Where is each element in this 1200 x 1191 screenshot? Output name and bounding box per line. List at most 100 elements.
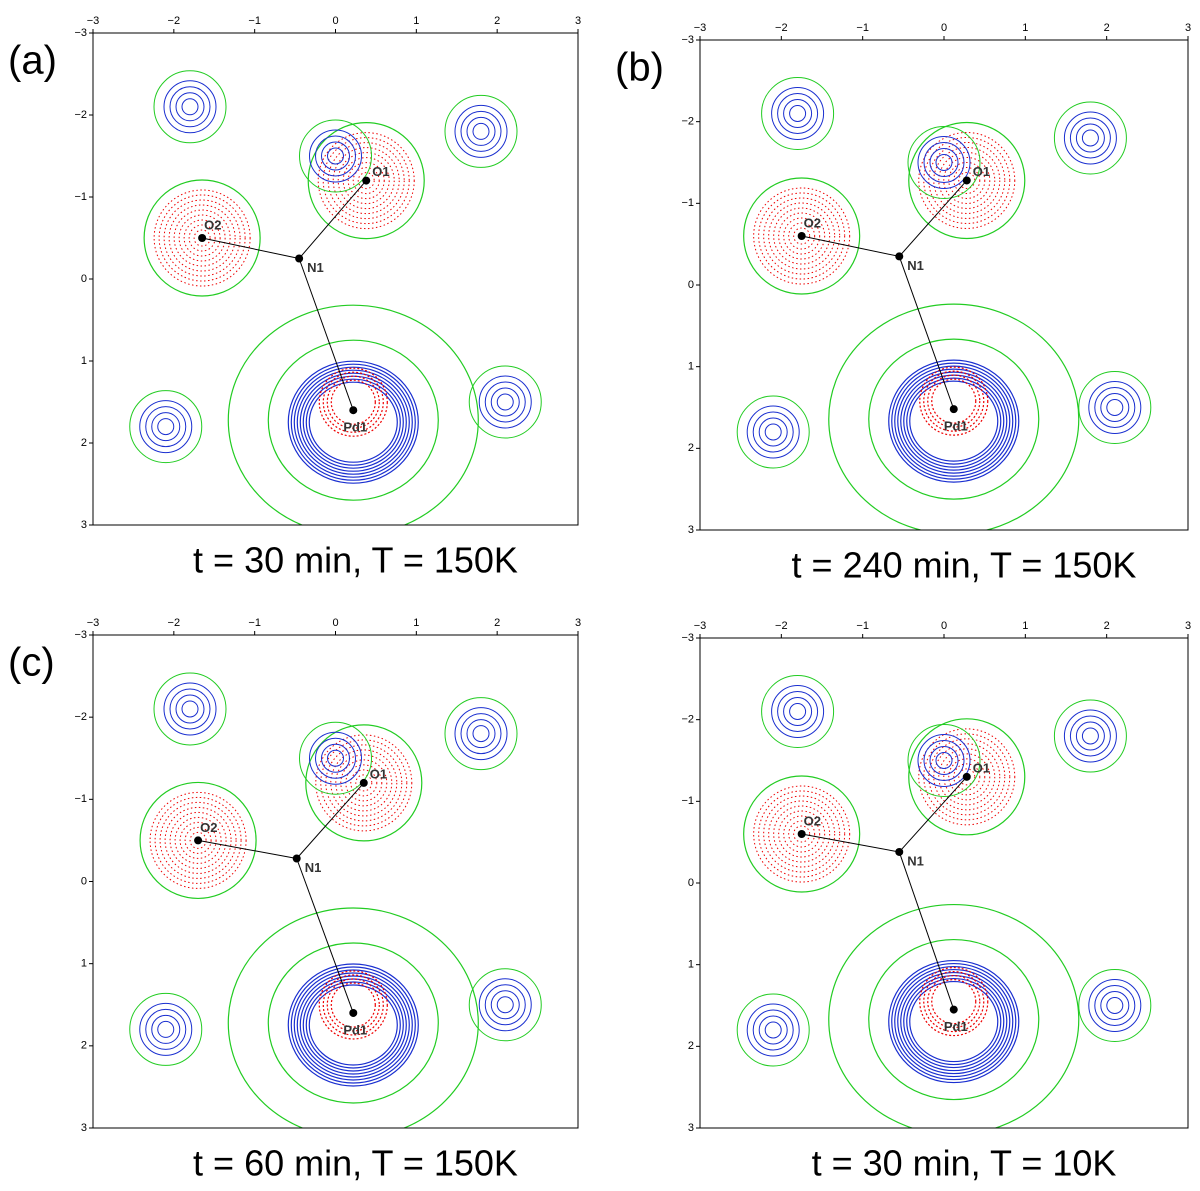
atom-label: O2 (804, 215, 821, 230)
x-tick-label: 3 (1185, 620, 1191, 632)
contour-negative (758, 192, 846, 280)
contour-negative (164, 806, 232, 874)
contour-negative (318, 970, 388, 1040)
contour-negative (938, 151, 996, 209)
contour-negative (783, 815, 821, 853)
contour-positive (466, 719, 496, 749)
contour-positive (929, 148, 959, 177)
atom-label: Pd1 (343, 1022, 367, 1037)
y-tick-label: 3 (81, 519, 87, 531)
atom-label: N1 (907, 853, 924, 868)
atom (349, 1008, 358, 1017)
contour-zero (468, 968, 542, 1042)
y-tick-label: 0 (81, 875, 87, 887)
bond (898, 256, 955, 410)
contour-positive (746, 405, 800, 459)
atom (198, 234, 207, 242)
contour-negative (788, 222, 816, 250)
contour-positive (151, 412, 181, 442)
contour-negative (773, 207, 831, 265)
atom-label: N1 (907, 258, 924, 273)
contour-positive (315, 737, 356, 779)
contour-positive (758, 1015, 788, 1045)
contour-positive (293, 366, 413, 478)
contour-positive (496, 393, 514, 411)
contour-positive (484, 984, 526, 1026)
contour-negative (357, 172, 375, 190)
contour-positive (752, 411, 794, 453)
bond (202, 237, 300, 259)
contour-negative (320, 739, 408, 827)
atom (292, 854, 301, 863)
contour-positive (789, 105, 807, 122)
y-tick-label: 1 (81, 958, 87, 970)
contour-positive (290, 966, 416, 1084)
contour-negative (326, 375, 380, 429)
contour-zero (828, 303, 1080, 530)
contour-negative (188, 224, 216, 252)
contour-positive (888, 959, 1020, 1084)
plot-area (736, 675, 1152, 1128)
contour-positive (454, 707, 508, 761)
contour-positive (175, 92, 205, 122)
contour-positive (299, 372, 407, 472)
contour-positive (293, 969, 413, 1081)
x-tick-label: 1 (413, 15, 419, 27)
contour-zero (299, 119, 372, 193)
contour-positive (897, 368, 1011, 474)
contour-zero (736, 395, 810, 469)
contour-positive (764, 1021, 782, 1039)
bond (298, 180, 367, 259)
contour-positive (1106, 997, 1124, 1014)
x-tick-label: 3 (575, 617, 581, 629)
contour-negative (159, 801, 237, 879)
bond (298, 258, 354, 411)
contour-negative (347, 162, 385, 200)
x-tick-label: 3 (575, 15, 581, 27)
panel: −3 −2 −1 0 1 2 3 −3 −2 −1 0 1 2 3 O1 O2 N1 Pd1 (b) t = 240 … (615, 22, 1191, 586)
contour-negative (173, 209, 231, 267)
contour-negative (927, 974, 981, 1029)
contour-negative (327, 142, 405, 220)
x-tick-label: −2 (775, 620, 788, 632)
contour-negative (149, 791, 247, 889)
y-tick-label: −3 (681, 632, 694, 644)
x-tick-label: 0 (332, 15, 338, 27)
plot-area (129, 70, 542, 525)
contour-positive (746, 1003, 800, 1057)
contour-positive (308, 381, 398, 463)
x-tick-label: −3 (87, 617, 100, 629)
x-tick-label: −1 (248, 617, 261, 629)
contour-zero (761, 675, 835, 748)
contour-positive (783, 99, 813, 128)
contour-zero (444, 697, 518, 771)
contour-positive (789, 703, 807, 720)
contour-negative (753, 785, 851, 883)
contour-negative (350, 769, 378, 797)
contour-negative (788, 820, 816, 848)
atom (895, 252, 904, 261)
contour-positive (169, 688, 211, 730)
contour-positive (777, 691, 819, 732)
contour-positive (163, 682, 217, 736)
contour-positive (145, 406, 187, 448)
contour-zero (129, 390, 203, 464)
x-tick-label: 2 (494, 15, 500, 27)
contour-positive (287, 963, 419, 1087)
contour-positive (460, 713, 502, 755)
contour-positive (296, 369, 410, 475)
contour-zero (828, 904, 1080, 1128)
contour-positive (305, 378, 401, 466)
panel-label: (b) (615, 46, 664, 90)
x-tick-label: −2 (775, 22, 788, 34)
x-tick-label: −1 (248, 15, 261, 27)
contour-negative (763, 197, 841, 275)
plot-area (736, 77, 1152, 530)
atom (895, 847, 904, 856)
atom-label: Pd1 (343, 420, 367, 435)
contour-negative (154, 796, 242, 884)
contour-positive (929, 746, 959, 775)
contour-zero (908, 718, 1026, 836)
contour-positive (909, 980, 999, 1063)
atom (797, 830, 806, 838)
